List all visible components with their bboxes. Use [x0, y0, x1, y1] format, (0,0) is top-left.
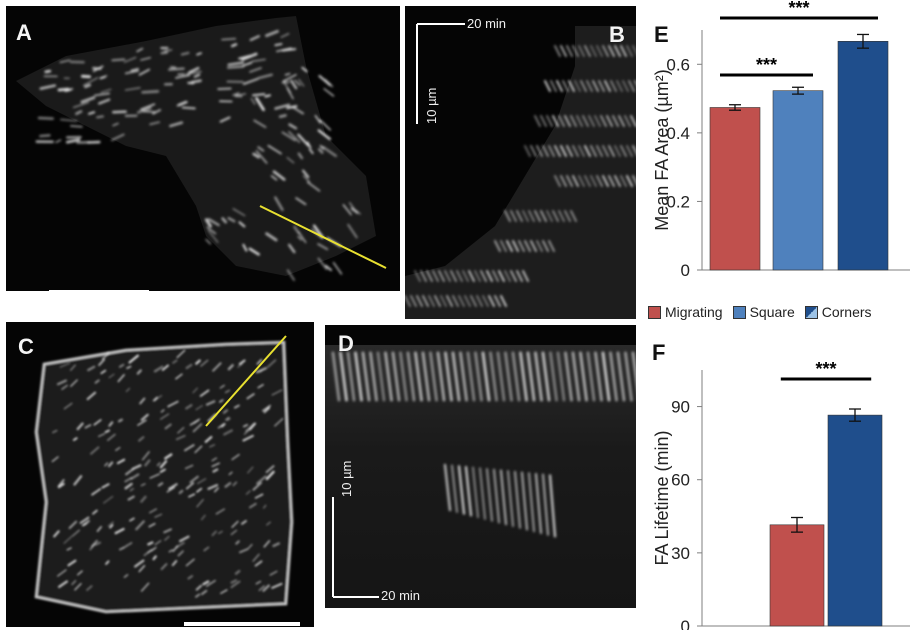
kymograph-streak — [561, 46, 566, 56]
y-axis-label: Mean FA Area (µm²) — [652, 69, 672, 230]
kymograph-streak — [525, 146, 530, 156]
adhesion-mark — [232, 44, 236, 46]
legend-swatch — [648, 306, 661, 319]
adhesion-mark — [71, 126, 82, 127]
panel-d-kymograph-image — [325, 325, 636, 608]
panel-d-kymograph: 20 min 10 µm D — [325, 325, 636, 608]
chart-f-fa-lifetime: 0 30 60 90 FA Lifetime (min) *** — [640, 330, 915, 630]
panel-d-length-scale-label: 10 µm — [339, 461, 354, 497]
adhesion-mark — [253, 94, 264, 95]
legend-item-corners: Corners — [805, 304, 872, 320]
significance-label: *** — [788, 0, 809, 18]
adhesion-mark — [112, 59, 124, 60]
legend-item-migrating: Migrating — [648, 304, 723, 320]
adhesion-mark — [162, 52, 167, 53]
y-tick-label: 0 — [681, 261, 690, 280]
adhesion-mark — [218, 89, 230, 90]
adhesion-mark — [143, 91, 158, 92]
adhesion-mark — [334, 263, 342, 274]
adhesion-mark — [56, 140, 60, 142]
kymograph-streak — [531, 146, 536, 156]
adhesion-mark — [40, 135, 49, 136]
kymograph-streak — [535, 116, 540, 126]
y-tick-label: 60 — [671, 471, 690, 490]
panel-a-cell — [6, 6, 400, 291]
adhesion-mark — [39, 118, 53, 119]
kymograph-streak — [541, 116, 546, 126]
panel-b-time-scale-label: 20 min — [467, 16, 506, 31]
panel-c-label: C — [18, 334, 34, 360]
kymograph-streak — [547, 116, 552, 126]
panel-b-length-scale-label: 10 µm — [424, 88, 439, 124]
panel-a-label: A — [16, 20, 32, 46]
panel-c-image: C — [6, 322, 314, 627]
adhesion-mark — [228, 67, 243, 68]
kymograph-streak — [545, 81, 550, 91]
bar-corners — [838, 41, 888, 270]
legend-label: Corners — [822, 304, 872, 320]
adhesion-mark — [183, 108, 195, 109]
chart-legend: Migrating Square Corners — [648, 304, 915, 326]
panel-d-time-scale-label: 20 min — [381, 588, 420, 603]
adhesion-mark — [265, 95, 269, 96]
adhesion-mark — [180, 491, 182, 493]
panel-b-kymograph: 20 min 10 µm B — [405, 6, 636, 319]
adhesion-mark — [192, 81, 200, 82]
legend-swatch — [805, 306, 818, 319]
panel-d-label: D — [338, 331, 354, 357]
significance-label: *** — [815, 359, 836, 379]
kymograph-streak — [563, 81, 568, 91]
adhesion-mark — [324, 89, 333, 96]
adhesion-mark — [119, 420, 122, 422]
adhesion-mark — [85, 85, 89, 87]
y-tick-label: 30 — [671, 544, 690, 563]
adhesion-mark — [275, 44, 281, 45]
adhesion-mark — [46, 71, 50, 72]
kymograph-streak — [567, 46, 572, 56]
y-axis-label: FA Lifetime (min) — [652, 430, 672, 565]
kymograph-streak — [555, 46, 560, 56]
adhesion-mark — [222, 39, 236, 40]
adhesion-mark — [206, 240, 210, 244]
legend-label: Migrating — [665, 304, 723, 320]
kymograph-streak — [557, 81, 562, 91]
bar-square — [773, 91, 823, 270]
adhesion-mark — [97, 116, 103, 117]
legend-swatch — [733, 306, 746, 319]
adhesion-mark — [320, 76, 330, 85]
legend-item-square: Square — [733, 304, 795, 320]
panel-c-cell — [6, 322, 314, 627]
legend-label: Square — [750, 304, 795, 320]
y-tick-label: 90 — [671, 398, 690, 417]
panel-a-image: A — [6, 6, 400, 291]
y-tick-label: 0 — [681, 617, 690, 630]
bar-migrating — [710, 107, 760, 270]
bar-corners — [828, 415, 882, 626]
panel-b-kymograph-image — [405, 6, 636, 319]
panel-b-label: B — [609, 22, 625, 48]
adhesion-mark — [169, 69, 184, 70]
bar-migrating — [770, 525, 824, 626]
kymograph-streak — [551, 81, 556, 91]
adhesion-mark — [93, 68, 100, 69]
adhesion-mark — [283, 82, 289, 83]
significance-label: *** — [756, 55, 777, 75]
adhesion-mark — [280, 115, 285, 116]
adhesion-mark — [148, 542, 152, 544]
